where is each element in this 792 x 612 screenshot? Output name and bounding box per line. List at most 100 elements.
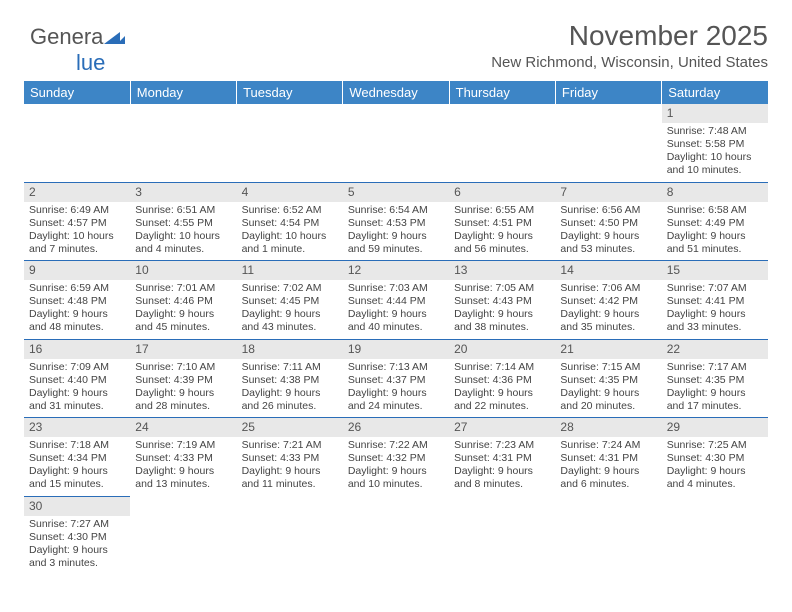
day-number: 17 — [130, 340, 236, 359]
daylight-text: Daylight: 9 hours and 45 minutes. — [135, 308, 231, 334]
day-number: 12 — [343, 261, 449, 280]
day-number: 21 — [555, 340, 661, 359]
calendar-cell: 26Sunrise: 7:22 AMSunset: 4:32 PMDayligh… — [343, 418, 449, 497]
day-number: 9 — [24, 261, 130, 280]
sunset-text: Sunset: 4:42 PM — [560, 295, 656, 308]
day-number: 25 — [237, 418, 343, 437]
daylight-text: Daylight: 9 hours and 6 minutes. — [560, 465, 656, 491]
day-number: 27 — [449, 418, 555, 437]
day-number: 6 — [449, 183, 555, 202]
day-details: Sunrise: 7:15 AMSunset: 4:35 PMDaylight:… — [555, 359, 661, 418]
calendar-cell — [130, 496, 236, 574]
day-number: 2 — [24, 183, 130, 202]
calendar-cell: 19Sunrise: 7:13 AMSunset: 4:37 PMDayligh… — [343, 339, 449, 418]
sunrise-text: Sunrise: 6:59 AM — [29, 282, 125, 295]
day-number: 20 — [449, 340, 555, 359]
calendar-cell: 9Sunrise: 6:59 AMSunset: 4:48 PMDaylight… — [24, 261, 130, 340]
sunset-text: Sunset: 4:55 PM — [135, 217, 231, 230]
calendar-cell: 21Sunrise: 7:15 AMSunset: 4:35 PMDayligh… — [555, 339, 661, 418]
calendar-cell — [343, 104, 449, 182]
day-details: Sunrise: 6:56 AMSunset: 4:50 PMDaylight:… — [555, 202, 661, 261]
day-details: Sunrise: 7:19 AMSunset: 4:33 PMDaylight:… — [130, 437, 236, 496]
day-details: Sunrise: 7:24 AMSunset: 4:31 PMDaylight:… — [555, 437, 661, 496]
calendar-row: 2Sunrise: 6:49 AMSunset: 4:57 PMDaylight… — [24, 182, 768, 261]
sunrise-text: Sunrise: 7:48 AM — [667, 125, 763, 138]
calendar-cell: 29Sunrise: 7:25 AMSunset: 4:30 PMDayligh… — [662, 418, 768, 497]
day-number: 18 — [237, 340, 343, 359]
day-details: Sunrise: 7:10 AMSunset: 4:39 PMDaylight:… — [130, 359, 236, 418]
day-details: Sunrise: 7:25 AMSunset: 4:30 PMDaylight:… — [662, 437, 768, 496]
day-details: Sunrise: 6:51 AMSunset: 4:55 PMDaylight:… — [130, 202, 236, 261]
sunrise-text: Sunrise: 7:10 AM — [135, 361, 231, 374]
day-number: 30 — [24, 497, 130, 516]
calendar-cell: 16Sunrise: 7:09 AMSunset: 4:40 PMDayligh… — [24, 339, 130, 418]
day-details: Sunrise: 6:49 AMSunset: 4:57 PMDaylight:… — [24, 202, 130, 261]
sunrise-text: Sunrise: 7:21 AM — [242, 439, 338, 452]
calendar-cell: 11Sunrise: 7:02 AMSunset: 4:45 PMDayligh… — [237, 261, 343, 340]
sunrise-text: Sunrise: 6:55 AM — [454, 204, 550, 217]
calendar-cell: 22Sunrise: 7:17 AMSunset: 4:35 PMDayligh… — [662, 339, 768, 418]
header: November 2025 New Richmond, Wisconsin, U… — [24, 20, 768, 71]
daylight-text: Daylight: 9 hours and 40 minutes. — [348, 308, 444, 334]
sunrise-text: Sunrise: 7:06 AM — [560, 282, 656, 295]
day-details: Sunrise: 7:01 AMSunset: 4:46 PMDaylight:… — [130, 280, 236, 339]
sunset-text: Sunset: 4:44 PM — [348, 295, 444, 308]
sunset-text: Sunset: 4:49 PM — [667, 217, 763, 230]
day-details: Sunrise: 7:09 AMSunset: 4:40 PMDaylight:… — [24, 359, 130, 418]
daylight-text: Daylight: 9 hours and 26 minutes. — [242, 387, 338, 413]
sunrise-text: Sunrise: 7:24 AM — [560, 439, 656, 452]
calendar-cell: 23Sunrise: 7:18 AMSunset: 4:34 PMDayligh… — [24, 418, 130, 497]
calendar-row: 16Sunrise: 7:09 AMSunset: 4:40 PMDayligh… — [24, 339, 768, 418]
sunrise-text: Sunrise: 6:52 AM — [242, 204, 338, 217]
day-header: Friday — [555, 81, 661, 104]
day-number: 14 — [555, 261, 661, 280]
day-header: Monday — [130, 81, 236, 104]
calendar-cell: 5Sunrise: 6:54 AMSunset: 4:53 PMDaylight… — [343, 182, 449, 261]
daylight-text: Daylight: 9 hours and 15 minutes. — [29, 465, 125, 491]
calendar-cell: 12Sunrise: 7:03 AMSunset: 4:44 PMDayligh… — [343, 261, 449, 340]
day-details: Sunrise: 7:06 AMSunset: 4:42 PMDaylight:… — [555, 280, 661, 339]
sunrise-text: Sunrise: 7:17 AM — [667, 361, 763, 374]
daylight-text: Daylight: 9 hours and 48 minutes. — [29, 308, 125, 334]
calendar-cell — [449, 104, 555, 182]
calendar-cell — [555, 104, 661, 182]
sunrise-text: Sunrise: 7:07 AM — [667, 282, 763, 295]
calendar-cell — [130, 104, 236, 182]
daylight-text: Daylight: 9 hours and 17 minutes. — [667, 387, 763, 413]
sunset-text: Sunset: 4:53 PM — [348, 217, 444, 230]
sunset-text: Sunset: 4:33 PM — [242, 452, 338, 465]
daylight-text: Daylight: 10 hours and 10 minutes. — [667, 151, 763, 177]
calendar-cell: 7Sunrise: 6:56 AMSunset: 4:50 PMDaylight… — [555, 182, 661, 261]
calendar-row: 9Sunrise: 6:59 AMSunset: 4:48 PMDaylight… — [24, 261, 768, 340]
daylight-text: Daylight: 9 hours and 38 minutes. — [454, 308, 550, 334]
day-number: 15 — [662, 261, 768, 280]
page-title: November 2025 — [24, 20, 768, 52]
day-number: 7 — [555, 183, 661, 202]
day-number: 3 — [130, 183, 236, 202]
day-details: Sunrise: 6:54 AMSunset: 4:53 PMDaylight:… — [343, 202, 449, 261]
sunset-text: Sunset: 4:57 PM — [29, 217, 125, 230]
sunrise-text: Sunrise: 6:54 AM — [348, 204, 444, 217]
sunset-text: Sunset: 4:36 PM — [454, 374, 550, 387]
daylight-text: Daylight: 9 hours and 51 minutes. — [667, 230, 763, 256]
day-number: 26 — [343, 418, 449, 437]
sunrise-text: Sunrise: 7:02 AM — [242, 282, 338, 295]
sunset-text: Sunset: 4:33 PM — [135, 452, 231, 465]
calendar-cell — [237, 104, 343, 182]
day-number: 29 — [662, 418, 768, 437]
day-header: Thursday — [449, 81, 555, 104]
sunset-text: Sunset: 4:30 PM — [29, 531, 125, 544]
calendar-cell: 20Sunrise: 7:14 AMSunset: 4:36 PMDayligh… — [449, 339, 555, 418]
day-details: Sunrise: 6:52 AMSunset: 4:54 PMDaylight:… — [237, 202, 343, 261]
sunset-text: Sunset: 4:40 PM — [29, 374, 125, 387]
day-number: 1 — [662, 104, 768, 123]
logo-triangle2-icon — [117, 36, 125, 44]
day-header: Sunday — [24, 81, 130, 104]
daylight-text: Daylight: 9 hours and 11 minutes. — [242, 465, 338, 491]
day-number: 28 — [555, 418, 661, 437]
daylight-text: Daylight: 9 hours and 20 minutes. — [560, 387, 656, 413]
day-details: Sunrise: 7:11 AMSunset: 4:38 PMDaylight:… — [237, 359, 343, 418]
calendar-cell: 18Sunrise: 7:11 AMSunset: 4:38 PMDayligh… — [237, 339, 343, 418]
location-text: New Richmond, Wisconsin, United States — [24, 54, 768, 71]
sunrise-text: Sunrise: 7:23 AM — [454, 439, 550, 452]
